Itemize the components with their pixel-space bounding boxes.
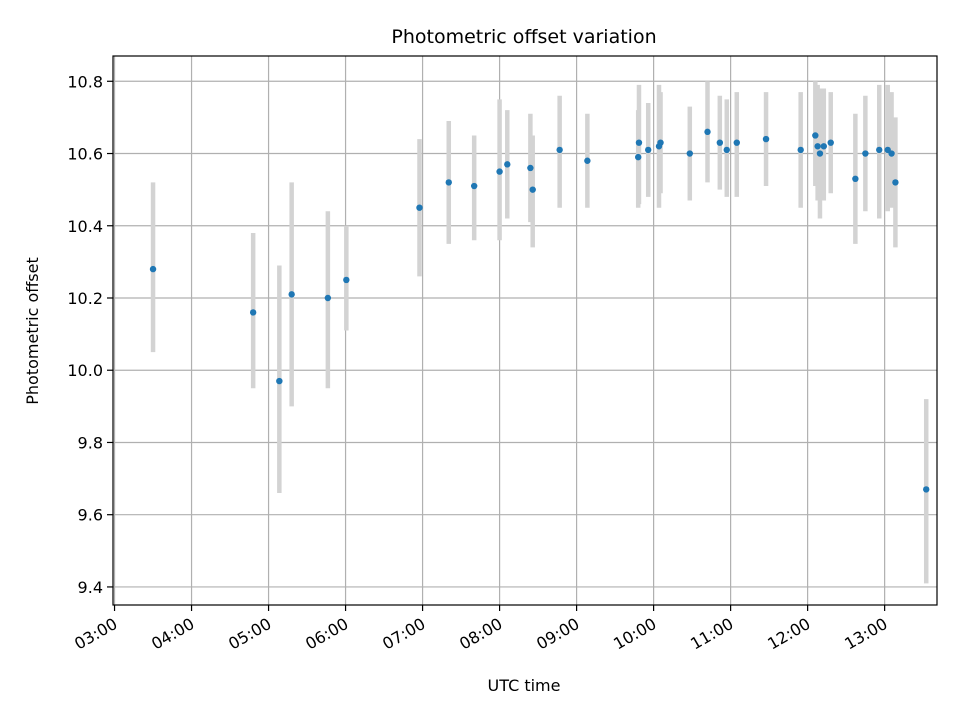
data-point <box>343 276 350 284</box>
data-point <box>470 182 478 190</box>
y-tick-label: 9.4 <box>78 578 103 597</box>
y-axis-ticks: 9.4 9.6 9.8 10.0 10.2 10.4 10.6 10.8 <box>67 72 113 597</box>
data-point <box>445 179 452 186</box>
data-point <box>276 377 283 385</box>
data-point <box>584 157 591 164</box>
data-point <box>686 150 693 157</box>
grid-lines <box>113 56 937 605</box>
y-tick-label: 10.4 <box>67 217 103 236</box>
data-point <box>876 146 883 154</box>
y-tick-label: 10.2 <box>67 289 103 308</box>
data-point <box>797 146 804 154</box>
chart-title: Photometric offset variation <box>391 26 656 48</box>
data-point <box>288 291 295 298</box>
data-point <box>249 309 257 316</box>
y-axis-title: Photometric offset <box>23 257 42 405</box>
data-point <box>645 146 652 154</box>
y-tick-label: 10.0 <box>67 361 103 380</box>
data-point <box>529 186 536 193</box>
data-point <box>149 265 157 273</box>
data-point <box>324 294 332 302</box>
data-point <box>923 486 930 493</box>
data-point <box>657 139 664 146</box>
data-point <box>812 132 819 139</box>
data-point <box>716 139 724 146</box>
data-point <box>416 204 423 211</box>
data-point <box>852 175 859 183</box>
data-point <box>556 146 563 154</box>
data-point <box>762 135 770 143</box>
plot-frame <box>112 55 938 606</box>
data-point <box>635 139 643 146</box>
y-tick-label: 10.8 <box>67 72 103 91</box>
data-point <box>704 128 711 136</box>
data-point <box>635 153 642 161</box>
data-point <box>888 150 895 157</box>
data-points <box>149 128 930 493</box>
y-tick-label: 9.6 <box>78 506 103 525</box>
data-point <box>816 150 824 157</box>
data-point <box>527 164 534 172</box>
data-point <box>892 179 899 186</box>
data-point <box>504 161 511 168</box>
data-point <box>820 143 827 150</box>
data-point <box>827 139 834 146</box>
data-point <box>733 139 740 146</box>
data-point <box>814 143 821 150</box>
data-point <box>496 168 503 175</box>
data-point <box>723 146 730 154</box>
x-axis-title: UTC time <box>488 676 561 695</box>
data-point <box>862 150 869 157</box>
y-tick-label: 10.6 <box>67 145 103 164</box>
y-tick-label: 9.8 <box>78 433 103 452</box>
